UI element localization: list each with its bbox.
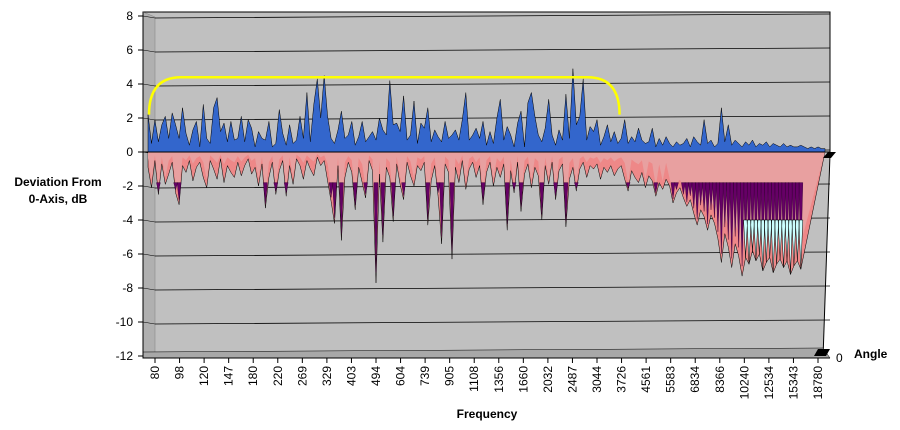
angle-axis-label: Angle	[854, 347, 888, 361]
chart-wall-bevel	[142, 11, 156, 359]
x-tick-label: 220	[271, 366, 285, 386]
gridline-bevel-2	[142, 83, 156, 87]
y-tick-label: -8	[122, 281, 133, 295]
gridline-2	[154, 81, 831, 87]
x-axis-title: Frequency	[457, 407, 518, 421]
gridline-3	[154, 115, 831, 121]
angle-axis-tick: 0	[836, 351, 843, 365]
y-tick-label: -4	[122, 213, 133, 227]
x-tick-label: 739	[418, 366, 432, 386]
y-tick-label: -6	[122, 247, 133, 261]
highlight-bracket	[147, 75, 621, 115]
x-tick-label: 6834	[688, 366, 702, 393]
x-tick-label: 905	[443, 366, 457, 386]
x-tick-label: 120	[197, 366, 211, 386]
x-tick-label: 269	[295, 366, 309, 386]
x-tick-label: 1108	[467, 366, 481, 392]
series-area-max	[147, 68, 826, 153]
y-tick-label: 2	[126, 111, 133, 125]
y-tick-label: 0	[126, 145, 133, 159]
x-tick-label: 5583	[664, 366, 678, 393]
gridline-0	[154, 13, 831, 19]
x-tick-label: 329	[320, 366, 334, 386]
gridline-bevel-9	[142, 321, 156, 325]
x-tick-label: 1356	[492, 366, 506, 393]
x-tick-label: 604	[394, 366, 408, 386]
gridline-bevel-7	[142, 253, 156, 257]
gridline-8	[154, 285, 831, 291]
x-tick-label: 80	[148, 366, 162, 380]
gridline-bevel-3	[142, 117, 156, 121]
x-tick-label: 3726	[615, 366, 629, 393]
series-area-min-inner	[148, 152, 825, 255]
y-tick-label: -2	[122, 179, 133, 193]
x-tick-label: 18780	[811, 366, 825, 400]
x-tick-label: 3044	[590, 366, 604, 393]
y-axis-title-line1: Deviation From	[14, 175, 101, 189]
x-tick-label: 494	[369, 366, 383, 386]
x-tick-label: 4561	[639, 366, 653, 393]
x-tick-label: 15343	[786, 366, 800, 400]
x-tick-label: 2032	[541, 366, 555, 393]
y-tick-label: -10	[116, 315, 134, 329]
gridline-9	[154, 319, 831, 325]
y-tick-label: 4	[126, 77, 133, 91]
gridline-7	[154, 251, 831, 257]
series-min-deep-dips	[156, 182, 804, 273]
gridline-1	[154, 47, 831, 53]
x-tick-label: 1660	[516, 366, 530, 393]
x-tick-label: 403	[344, 366, 358, 386]
gridline-bevel-8	[142, 287, 156, 291]
x-tick-label: 98	[173, 366, 187, 380]
x-tick-label: 8366	[713, 366, 727, 393]
gridline-bevel-5	[142, 185, 156, 189]
gridline-bevel-1	[142, 49, 156, 53]
x-tick-label: 180	[246, 366, 260, 386]
y-tick-label: 8	[126, 9, 133, 23]
series-min-tail	[743, 219, 804, 275]
y-tick-label: -12	[116, 349, 134, 363]
y-tick-label: 6	[126, 43, 133, 57]
y-axis-title-line2: 0-Axis, dB	[29, 192, 88, 206]
x-tick-label: 147	[222, 366, 236, 386]
angle-axis-end-marker	[814, 349, 830, 356]
x-tick-label: 2487	[565, 366, 579, 393]
x-tick-label: 12534	[762, 366, 776, 400]
gridline-bevel-6	[142, 219, 156, 223]
x-tick-label: 10240	[737, 366, 751, 400]
gridline-bevel-0	[142, 15, 156, 19]
zero-axis-end-marker	[823, 152, 836, 158]
